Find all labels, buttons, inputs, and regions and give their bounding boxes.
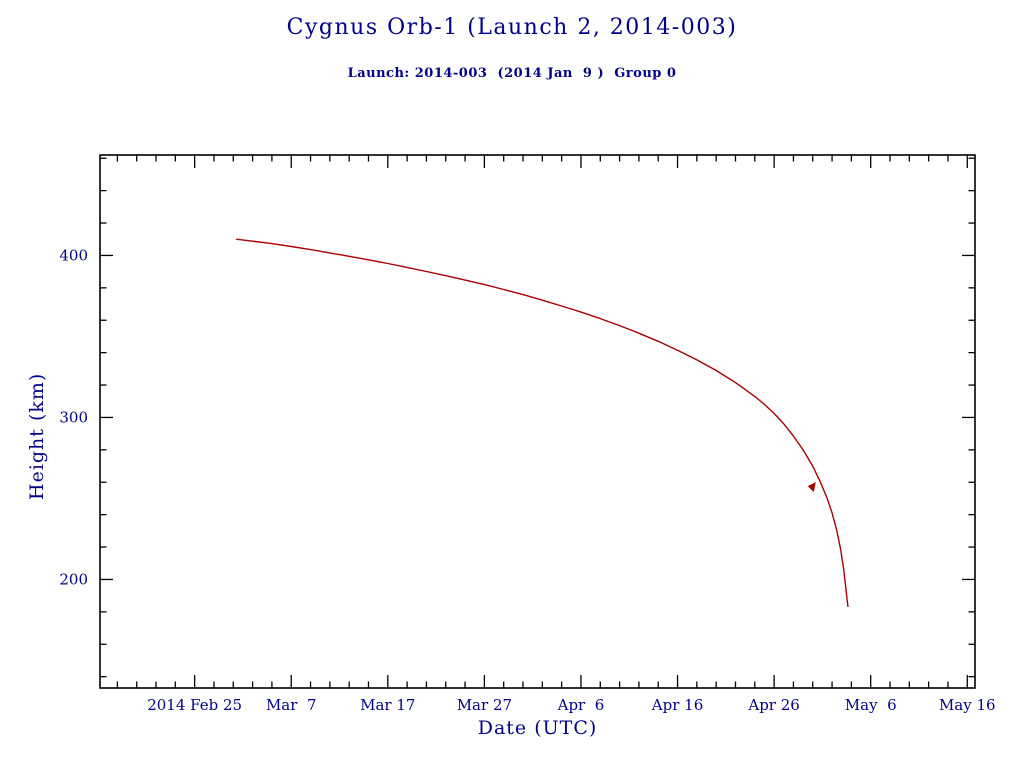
chart-subtitle: Launch: 2014-003 (2014 Jan 9 ) Group 0 (347, 66, 677, 81)
y-tick-label: 200 (59, 570, 88, 588)
x-tick-label: May 16 (939, 696, 996, 714)
x-tick-label: Mar 7 (266, 696, 317, 714)
x-tick-label: May 6 (845, 696, 897, 714)
x-tick-label: Apr 16 (651, 696, 703, 714)
x-tick-label: 2014 Feb 25 (147, 696, 242, 714)
chart-title: Cygnus Orb-1 (Launch 2, 2014-003) (286, 15, 738, 40)
y-tick-label: 400 (59, 246, 88, 264)
x-tick-label: Apr 26 (747, 696, 799, 714)
x-tick-label: Mar 17 (360, 696, 415, 714)
plot-box (99, 154, 976, 689)
x-tick-label: Apr 6 (557, 696, 605, 714)
x-axis-label: Date (UTC) (477, 717, 598, 739)
y-tick-label: 300 (59, 408, 88, 426)
curve-arrowhead-marker (807, 482, 816, 493)
decay-curve (236, 238, 849, 608)
x-tick-label: Mar 27 (457, 696, 512, 714)
